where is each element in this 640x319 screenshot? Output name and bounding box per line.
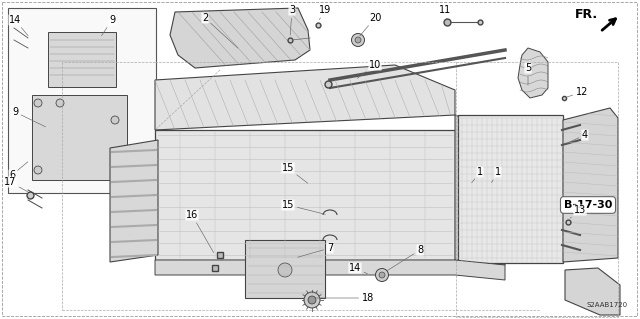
Text: 14: 14: [349, 263, 367, 274]
Text: 5: 5: [525, 63, 531, 85]
Text: 1: 1: [472, 167, 483, 183]
Text: 8: 8: [387, 245, 423, 271]
Polygon shape: [565, 268, 620, 315]
Circle shape: [379, 272, 385, 278]
Text: 14: 14: [9, 15, 28, 36]
Text: 18: 18: [315, 293, 374, 303]
Circle shape: [34, 166, 42, 174]
Text: 10: 10: [357, 60, 381, 78]
Bar: [456, 62, 618, 317]
Text: 6: 6: [9, 162, 28, 180]
Text: 1: 1: [492, 167, 501, 183]
Text: B-17-30: B-17-30: [564, 200, 612, 210]
Text: 11: 11: [439, 5, 451, 20]
Polygon shape: [563, 108, 618, 262]
Text: 3: 3: [289, 5, 295, 35]
Text: 2: 2: [202, 13, 238, 48]
Text: 9: 9: [102, 15, 115, 36]
Circle shape: [34, 99, 42, 107]
Text: 16: 16: [186, 210, 214, 253]
Bar: [245, 240, 325, 298]
Circle shape: [278, 263, 292, 277]
Polygon shape: [110, 140, 158, 262]
Text: 20: 20: [360, 13, 381, 36]
Circle shape: [304, 292, 320, 308]
Text: S2AAB1720: S2AAB1720: [587, 302, 628, 308]
Text: 15: 15: [282, 200, 325, 214]
Polygon shape: [155, 260, 505, 280]
Polygon shape: [455, 115, 505, 265]
Polygon shape: [518, 48, 548, 98]
Bar: [8, 8, 156, 193]
Text: 12: 12: [566, 87, 588, 97]
Bar: [32, 95, 127, 180]
Circle shape: [308, 296, 316, 304]
Text: 13: 13: [570, 205, 586, 218]
Bar: [155, 130, 455, 260]
Text: 15: 15: [282, 163, 308, 183]
Text: 7: 7: [298, 243, 333, 257]
Text: FR.: FR.: [575, 9, 598, 21]
Circle shape: [351, 33, 365, 47]
Text: 4: 4: [566, 130, 588, 144]
Text: 19: 19: [319, 5, 331, 19]
Text: 9: 9: [12, 107, 45, 127]
Circle shape: [111, 116, 119, 124]
Polygon shape: [155, 65, 455, 130]
Circle shape: [376, 269, 388, 281]
Circle shape: [56, 99, 64, 107]
Text: 17: 17: [4, 177, 28, 192]
Circle shape: [355, 37, 361, 43]
Bar: [48, 32, 116, 87]
Polygon shape: [170, 8, 310, 68]
Bar: [458, 115, 563, 263]
